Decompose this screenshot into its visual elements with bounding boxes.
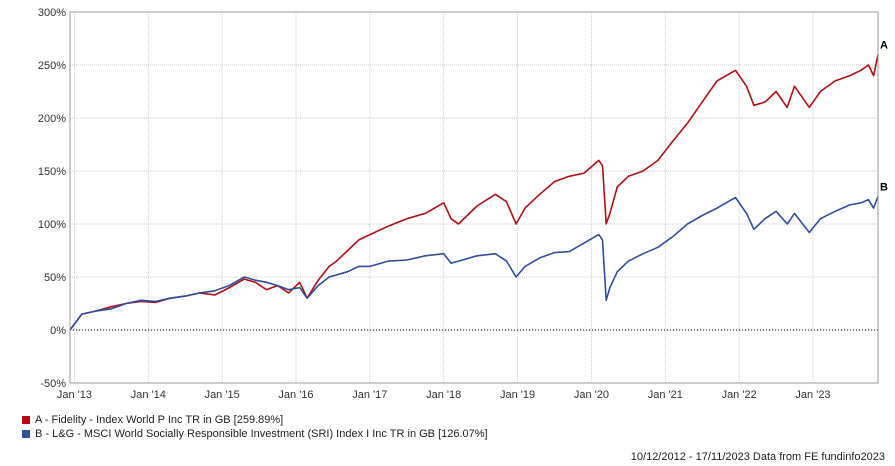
y-tick-label: 250% xyxy=(38,60,66,72)
legend-item-b: B - L&G - MSCI World Socially Responsibl… xyxy=(22,427,488,441)
chart-footer: 10/12/2012 - 17/11/2023 Data from FE fun… xyxy=(631,451,885,463)
legend-swatch-b xyxy=(22,430,30,438)
series-end-label-a: A xyxy=(880,40,888,52)
x-tick-label: Jan '21 xyxy=(648,389,683,401)
plot-frame xyxy=(69,11,879,384)
y-tick-label: 150% xyxy=(38,166,66,178)
x-axis-ticks: Jan '13 Jan '14 Jan '15 Jan '16 Jan '17 Jan '… xyxy=(57,389,831,401)
x-tick-label: Jan '18 xyxy=(426,389,461,401)
x-tick-label: Jan '14 xyxy=(131,389,166,401)
y-tick-label: 0% xyxy=(50,325,66,337)
legend-swatch-a xyxy=(22,416,30,424)
grid-lines xyxy=(70,11,878,384)
x-tick-label: Jan '13 xyxy=(57,389,92,401)
legend: A - Fidelity - Index World P Inc TR in G… xyxy=(22,413,488,441)
series-lines xyxy=(69,54,879,331)
x-tick-label: Jan '17 xyxy=(352,389,387,401)
x-tick-label: Jan '16 xyxy=(278,389,313,401)
series-line-a xyxy=(69,54,879,331)
y-tick-label: -50% xyxy=(40,378,66,390)
x-tick-label: Jan '15 xyxy=(205,389,240,401)
legend-label-b: B - L&G - MSCI World Socially Responsibl… xyxy=(35,428,488,440)
legend-item-a: A - Fidelity - Index World P Inc TR in G… xyxy=(22,413,488,427)
y-tick-label: 100% xyxy=(38,219,66,231)
legend-label-a: A - Fidelity - Index World P Inc TR in G… xyxy=(35,414,284,426)
data-source: Data from FE fundinfo2023 xyxy=(752,451,885,463)
x-tick-label: Jan '20 xyxy=(574,389,609,401)
series-line-b xyxy=(69,196,879,331)
x-tick-label: Jan '23 xyxy=(795,389,830,401)
series-end-labels: AB xyxy=(880,40,888,194)
y-tick-label: 50% xyxy=(44,272,66,284)
y-axis-ticks: 300% 250% 200% 150% 100% 50% 0% -50% xyxy=(38,7,66,390)
series-end-label-b: B xyxy=(880,181,888,193)
y-tick-label: 200% xyxy=(38,113,66,125)
performance-chart: 300%250%200%150%100%50%0%-50% Jan '13 Jan… xyxy=(38,7,888,401)
y-tick-label: 300% xyxy=(38,7,66,19)
x-tick-label: Jan '22 xyxy=(722,389,757,401)
date-range: 10/12/2012 - 17/11/2023 xyxy=(630,451,750,463)
x-tick-label: Jan '19 xyxy=(500,389,535,401)
